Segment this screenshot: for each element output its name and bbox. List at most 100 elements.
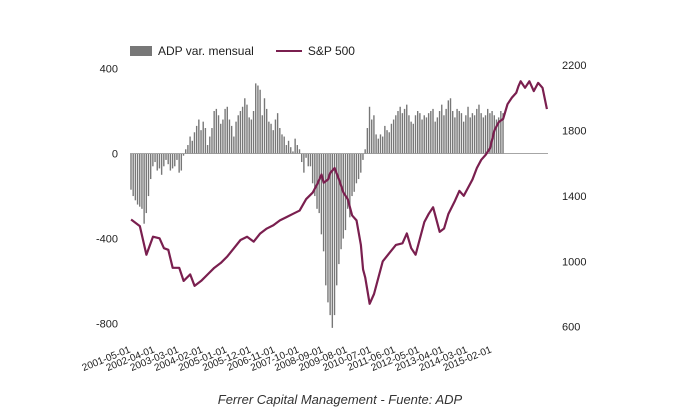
- adp-bar: [460, 113, 463, 154]
- legend-line-label: S&P 500: [307, 44, 355, 58]
- adp-bar: [397, 111, 399, 154]
- adp-bar: [281, 134, 283, 154]
- adp-bar: [252, 111, 255, 154]
- adp-bar: [401, 113, 404, 154]
- adp-bar: [381, 136, 384, 154]
- adp-bar: [268, 121, 270, 154]
- adp-bar: [193, 132, 196, 154]
- adp-bar: [491, 111, 493, 154]
- adp-bar: [414, 115, 417, 154]
- adp-bar: [423, 115, 425, 154]
- adp-bar: [314, 153, 316, 197]
- adp-bar: [336, 153, 338, 286]
- adp-bar: [471, 113, 474, 154]
- adp-bar: [349, 153, 351, 218]
- adp-bar: [331, 153, 334, 328]
- left-axis-labels: 400 0 -400 -800: [96, 64, 118, 331]
- adp-bar: [362, 153, 364, 160]
- adp-bar: [478, 104, 480, 154]
- adp-bar: [443, 115, 445, 154]
- adp-bar: [150, 153, 152, 180]
- adp-bar: [340, 153, 342, 250]
- adp-bar: [283, 136, 285, 154]
- left-axis-tick: 400: [100, 64, 118, 76]
- adp-bar: [139, 153, 141, 207]
- adp-bar: [241, 106, 244, 154]
- right-axis-labels: 2200 1800 1400 1000 600: [562, 60, 586, 334]
- adp-bar: [180, 153, 183, 171]
- adp-bar: [399, 106, 401, 154]
- adp-bar: [248, 117, 250, 154]
- adp-bar: [233, 136, 235, 154]
- adp-bar: [178, 153, 180, 173]
- adp-bar: [294, 138, 296, 154]
- adp-bar: [386, 130, 388, 154]
- adp-bar: [434, 121, 436, 154]
- adp-bar: [279, 128, 281, 154]
- adp-bar: [250, 119, 253, 154]
- adp-bar: [487, 108, 489, 154]
- adp-bar: [276, 113, 279, 154]
- adp-bar: [237, 115, 239, 154]
- adp-bar: [154, 153, 156, 163]
- adp-bar: [322, 153, 325, 252]
- adp-bar: [502, 113, 504, 154]
- adp-bar: [379, 134, 382, 154]
- adp-bar: [344, 153, 347, 231]
- adp-bar: [419, 113, 421, 154]
- adp-bar: [185, 149, 187, 154]
- legend: ADP var. mensual S&P 500: [130, 44, 355, 58]
- adp-bar: [130, 153, 132, 190]
- adp-bar: [375, 134, 377, 154]
- adp-bar: [318, 153, 320, 214]
- adp-bar: [220, 123, 222, 154]
- adp-bar: [368, 106, 371, 154]
- adp-bar: [441, 104, 443, 154]
- adp-bar: [469, 117, 471, 154]
- adp-bar: [495, 119, 498, 154]
- adp-bar: [353, 153, 355, 192]
- adp-bar: [198, 119, 200, 154]
- adp-bar: [360, 153, 362, 173]
- adp-bar: [152, 153, 154, 167]
- adp-bar: [316, 153, 318, 209]
- adp-bar: [272, 130, 274, 154]
- adp-bar: [309, 153, 312, 167]
- right-axis-tick: 600: [562, 322, 580, 334]
- adp-bar: [167, 153, 169, 165]
- adp-bar: [298, 149, 301, 154]
- adp-bar: [432, 108, 434, 154]
- legend-line-swatch: [275, 50, 302, 52]
- adp-bar: [421, 119, 423, 154]
- adp-bar: [338, 153, 340, 265]
- adp-bar: [187, 145, 189, 154]
- right-axis-tick: 1400: [562, 191, 586, 203]
- adp-bar: [169, 153, 172, 171]
- adp-bar: [160, 153, 163, 175]
- right-axis-tick: 1000: [562, 256, 586, 268]
- adp-bar: [395, 115, 397, 154]
- adp-bar: [430, 111, 432, 154]
- adp-bar: [329, 153, 331, 316]
- adp-bar: [406, 104, 408, 154]
- adp-bar: [191, 140, 193, 154]
- adp-bar: [438, 111, 441, 154]
- adp-bar: [141, 153, 143, 209]
- adp-bar: [158, 153, 161, 169]
- adp-bar: [189, 136, 191, 154]
- adp-bar: [132, 153, 134, 197]
- adp-bar: [346, 153, 349, 209]
- adp-bar: [373, 115, 375, 154]
- adp-bar: [292, 151, 294, 154]
- left-axis-tick: -400: [96, 234, 118, 246]
- adp-bar: [447, 100, 450, 154]
- adp-bar: [261, 115, 263, 154]
- adp-bar: [213, 111, 215, 154]
- adp-bar: [351, 153, 353, 197]
- adp-bar: [480, 113, 482, 154]
- adp-bar: [357, 153, 360, 180]
- adp-bar: [165, 153, 167, 160]
- adp-bar: [255, 83, 257, 154]
- adp-bar: [425, 117, 428, 154]
- adp-bar: [217, 115, 220, 154]
